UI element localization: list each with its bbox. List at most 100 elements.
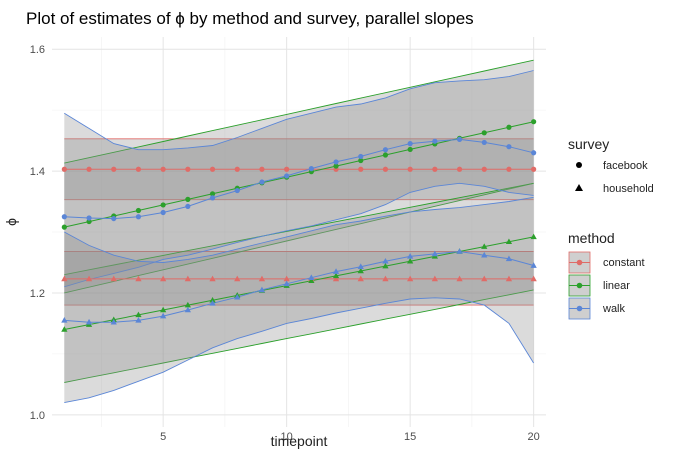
legend-label-linear: linear bbox=[603, 280, 630, 292]
point-linear-household bbox=[308, 277, 315, 284]
point-constant-facebook bbox=[481, 166, 487, 172]
ribbon-lower-walk-household bbox=[64, 297, 534, 404]
point-constant-facebook bbox=[432, 166, 438, 172]
point-linear-household bbox=[382, 262, 389, 269]
point-walk-household bbox=[283, 280, 290, 287]
point-linear-facebook bbox=[135, 207, 142, 214]
point-walk-household bbox=[135, 317, 142, 323]
point-walk-household bbox=[258, 286, 266, 293]
point-walk-household bbox=[234, 293, 241, 300]
y-tick-label: 1.6 bbox=[30, 44, 45, 56]
legend-label-household: household bbox=[603, 183, 654, 195]
point-linear-facebook bbox=[185, 196, 191, 202]
point-linear-household bbox=[160, 306, 167, 313]
point-constant-household bbox=[135, 275, 142, 282]
point-constant-household bbox=[357, 275, 364, 282]
point-walk-household bbox=[431, 250, 438, 257]
grid bbox=[52, 37, 546, 427]
point-walk-facebook bbox=[234, 187, 240, 194]
y-tick-label: 1.2 bbox=[30, 288, 45, 300]
point-linear-facebook bbox=[160, 202, 166, 208]
legend-key-point-walk bbox=[576, 305, 583, 312]
legend-key-point-constant bbox=[576, 259, 583, 266]
point-walk-facebook bbox=[432, 138, 438, 144]
legend-key-facebook bbox=[576, 162, 582, 168]
point-walk-household bbox=[61, 317, 68, 323]
point-constant-household bbox=[530, 275, 537, 282]
point-constant-facebook bbox=[185, 166, 191, 172]
point-constant-facebook bbox=[456, 166, 463, 172]
point-constant-facebook bbox=[61, 166, 67, 172]
point-linear-household bbox=[407, 257, 414, 264]
point-walk-facebook bbox=[308, 166, 314, 172]
point-walk-facebook bbox=[209, 195, 216, 201]
point-walk-household bbox=[456, 248, 463, 254]
point-constant-facebook bbox=[234, 166, 240, 172]
ribbon-walk-facebook bbox=[64, 70, 534, 287]
point-constant-facebook bbox=[382, 166, 389, 172]
point-constant-household bbox=[110, 275, 117, 282]
point-walk-facebook bbox=[531, 150, 537, 156]
point-constant-facebook bbox=[160, 166, 166, 172]
point-constant-household bbox=[184, 275, 191, 282]
point-walk-facebook bbox=[333, 159, 339, 165]
ribbon-constant-household bbox=[64, 251, 534, 306]
point-walk-facebook bbox=[407, 141, 413, 147]
legend: survey method facebook household constant l… bbox=[568, 136, 654, 320]
point-constant-household bbox=[456, 275, 463, 282]
line-walk-household bbox=[64, 250, 534, 323]
point-constant-facebook bbox=[358, 166, 364, 172]
point-linear-household bbox=[135, 311, 142, 318]
point-linear-household bbox=[61, 326, 68, 332]
point-walk-household bbox=[209, 299, 216, 306]
ribbon-walk-household bbox=[64, 197, 534, 403]
point-linear-household bbox=[505, 238, 513, 245]
point-linear-facebook bbox=[333, 163, 339, 169]
point-linear-facebook bbox=[86, 218, 92, 225]
point-constant-household bbox=[258, 275, 266, 282]
legend-label-constant: constant bbox=[603, 257, 645, 269]
point-constant-household bbox=[481, 275, 488, 282]
point-walk-household bbox=[382, 257, 389, 264]
point-constant-facebook bbox=[111, 166, 117, 172]
ribbon-lower-linear-facebook bbox=[64, 182, 534, 294]
legend-title-survey: survey bbox=[568, 136, 609, 152]
point-walk-household bbox=[85, 318, 93, 325]
point-walk-facebook bbox=[160, 209, 166, 216]
x-tick-label: 5 bbox=[160, 431, 166, 443]
point-constant-household bbox=[160, 275, 167, 282]
point-constant-facebook bbox=[259, 166, 265, 172]
point-constant-household bbox=[209, 275, 216, 282]
ribbon-upper-linear-facebook bbox=[64, 59, 534, 164]
point-constant-household bbox=[407, 275, 414, 282]
ribbon-upper-walk-facebook bbox=[64, 70, 534, 151]
point-walk-household bbox=[481, 251, 488, 258]
point-linear-facebook bbox=[61, 224, 67, 230]
point-constant-household bbox=[382, 275, 389, 282]
ribbon-linear-facebook bbox=[64, 60, 534, 293]
point-linear-household bbox=[209, 296, 216, 303]
point-walk-household bbox=[357, 263, 364, 270]
point-linear-household bbox=[530, 233, 537, 240]
point-constant-household bbox=[431, 275, 438, 282]
point-constant-household bbox=[61, 275, 68, 282]
ribbon-lower-linear-household bbox=[64, 289, 534, 383]
point-linear-facebook bbox=[382, 152, 389, 158]
point-constant-household bbox=[234, 275, 241, 282]
point-walk-facebook bbox=[506, 144, 512, 150]
point-linear-household bbox=[184, 301, 191, 308]
point-walk-facebook bbox=[135, 214, 142, 220]
point-walk-facebook bbox=[61, 214, 67, 220]
point-linear-facebook bbox=[481, 130, 487, 136]
point-walk-household bbox=[110, 318, 117, 325]
point-walk-household bbox=[184, 306, 191, 313]
point-walk-household bbox=[160, 312, 167, 319]
x-tick-label: 20 bbox=[528, 431, 540, 443]
point-constant-household bbox=[283, 275, 290, 282]
ribbons bbox=[64, 59, 534, 404]
y-tick-label: 1.4 bbox=[30, 166, 45, 178]
point-constant-household bbox=[85, 275, 93, 282]
series-lines bbox=[64, 121, 534, 330]
point-constant-facebook bbox=[531, 166, 537, 172]
